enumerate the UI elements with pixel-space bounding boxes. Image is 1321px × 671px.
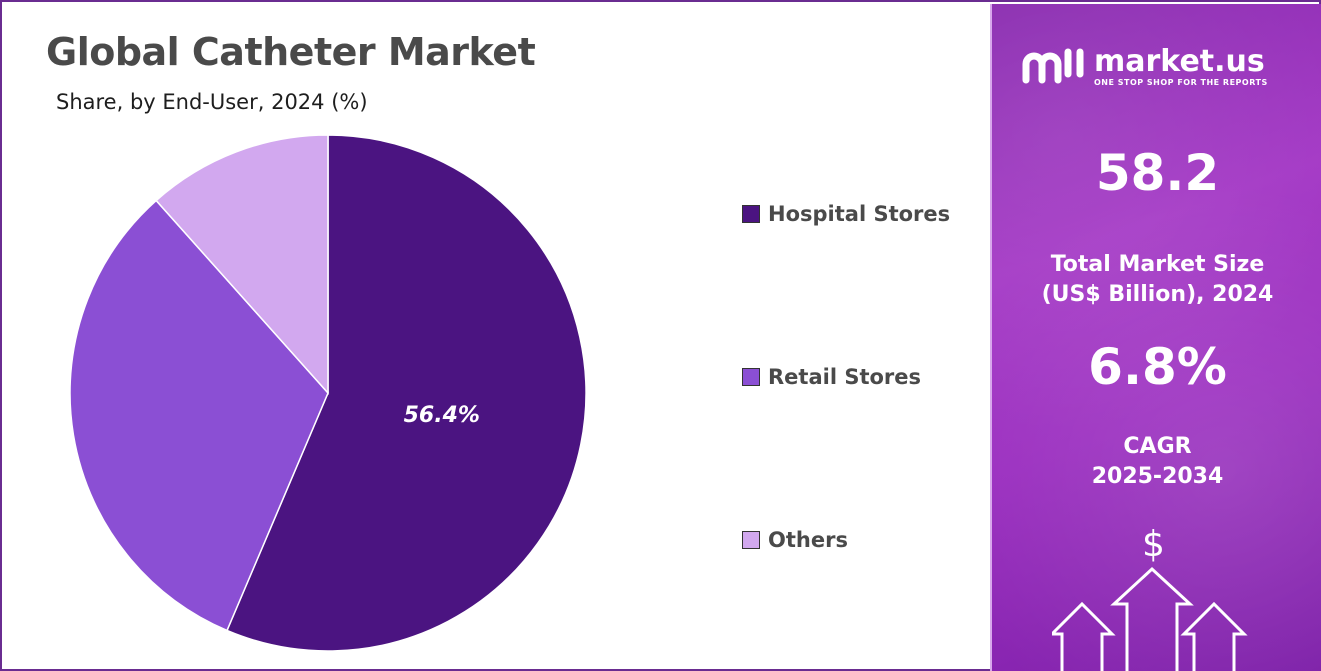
legend-swatch	[742, 531, 760, 549]
legend-item-hospital-stores: Hospital Stores	[742, 202, 950, 226]
summary-panel: market.us ONE STOP SHOP FOR THE REPORTS …	[990, 4, 1321, 671]
legend-swatch	[742, 205, 760, 223]
panel-background-overlay	[992, 4, 1321, 671]
market-us-logo-icon	[1022, 48, 1084, 84]
legend-item-retail-stores: Retail Stores	[742, 365, 921, 389]
growth-arrows-icon	[1052, 566, 1248, 671]
market-size-label-line1: Total Market Size	[1050, 252, 1265, 277]
brand-name: market.us	[1094, 43, 1265, 79]
pie-data-label: 56.4%	[404, 403, 480, 428]
pie-slice-others	[155, 134, 329, 395]
cagr-label-line2: 2025-2034	[1091, 464, 1224, 489]
legend-label: Others	[768, 528, 848, 552]
brand-text: market.us ONE STOP SHOP FOR THE REPORTS	[1094, 43, 1268, 87]
dollar-icon: $	[1142, 524, 1165, 565]
brand-tagline: ONE STOP SHOP FOR THE REPORTS	[1094, 77, 1268, 87]
pie-slice-hospital-stores	[226, 134, 587, 652]
pie-chart: 56.4%	[69, 134, 587, 652]
market-size-value: 58.2	[1095, 144, 1220, 202]
chart-subtitle: Share, by End-User, 2024 (%)	[56, 90, 368, 114]
cagr-value: 6.8%	[1088, 338, 1227, 396]
legend-item-others: Others	[742, 528, 848, 552]
pie-slice-retail-stores	[69, 199, 329, 632]
chart-panel: Global Catheter Market Share, by End-Use…	[4, 4, 990, 671]
brand-logo: market.us ONE STOP SHOP FOR THE REPORTS	[1022, 44, 1268, 88]
cagr-label-line1: CAGR	[1123, 434, 1192, 459]
chart-title: Global Catheter Market	[46, 30, 536, 74]
legend-swatch	[742, 368, 760, 386]
market-size-label-line2: (US$ Billion), 2024	[1041, 282, 1274, 307]
legend-label: Hospital Stores	[768, 202, 951, 226]
legend-label: Retail Stores	[768, 365, 922, 389]
